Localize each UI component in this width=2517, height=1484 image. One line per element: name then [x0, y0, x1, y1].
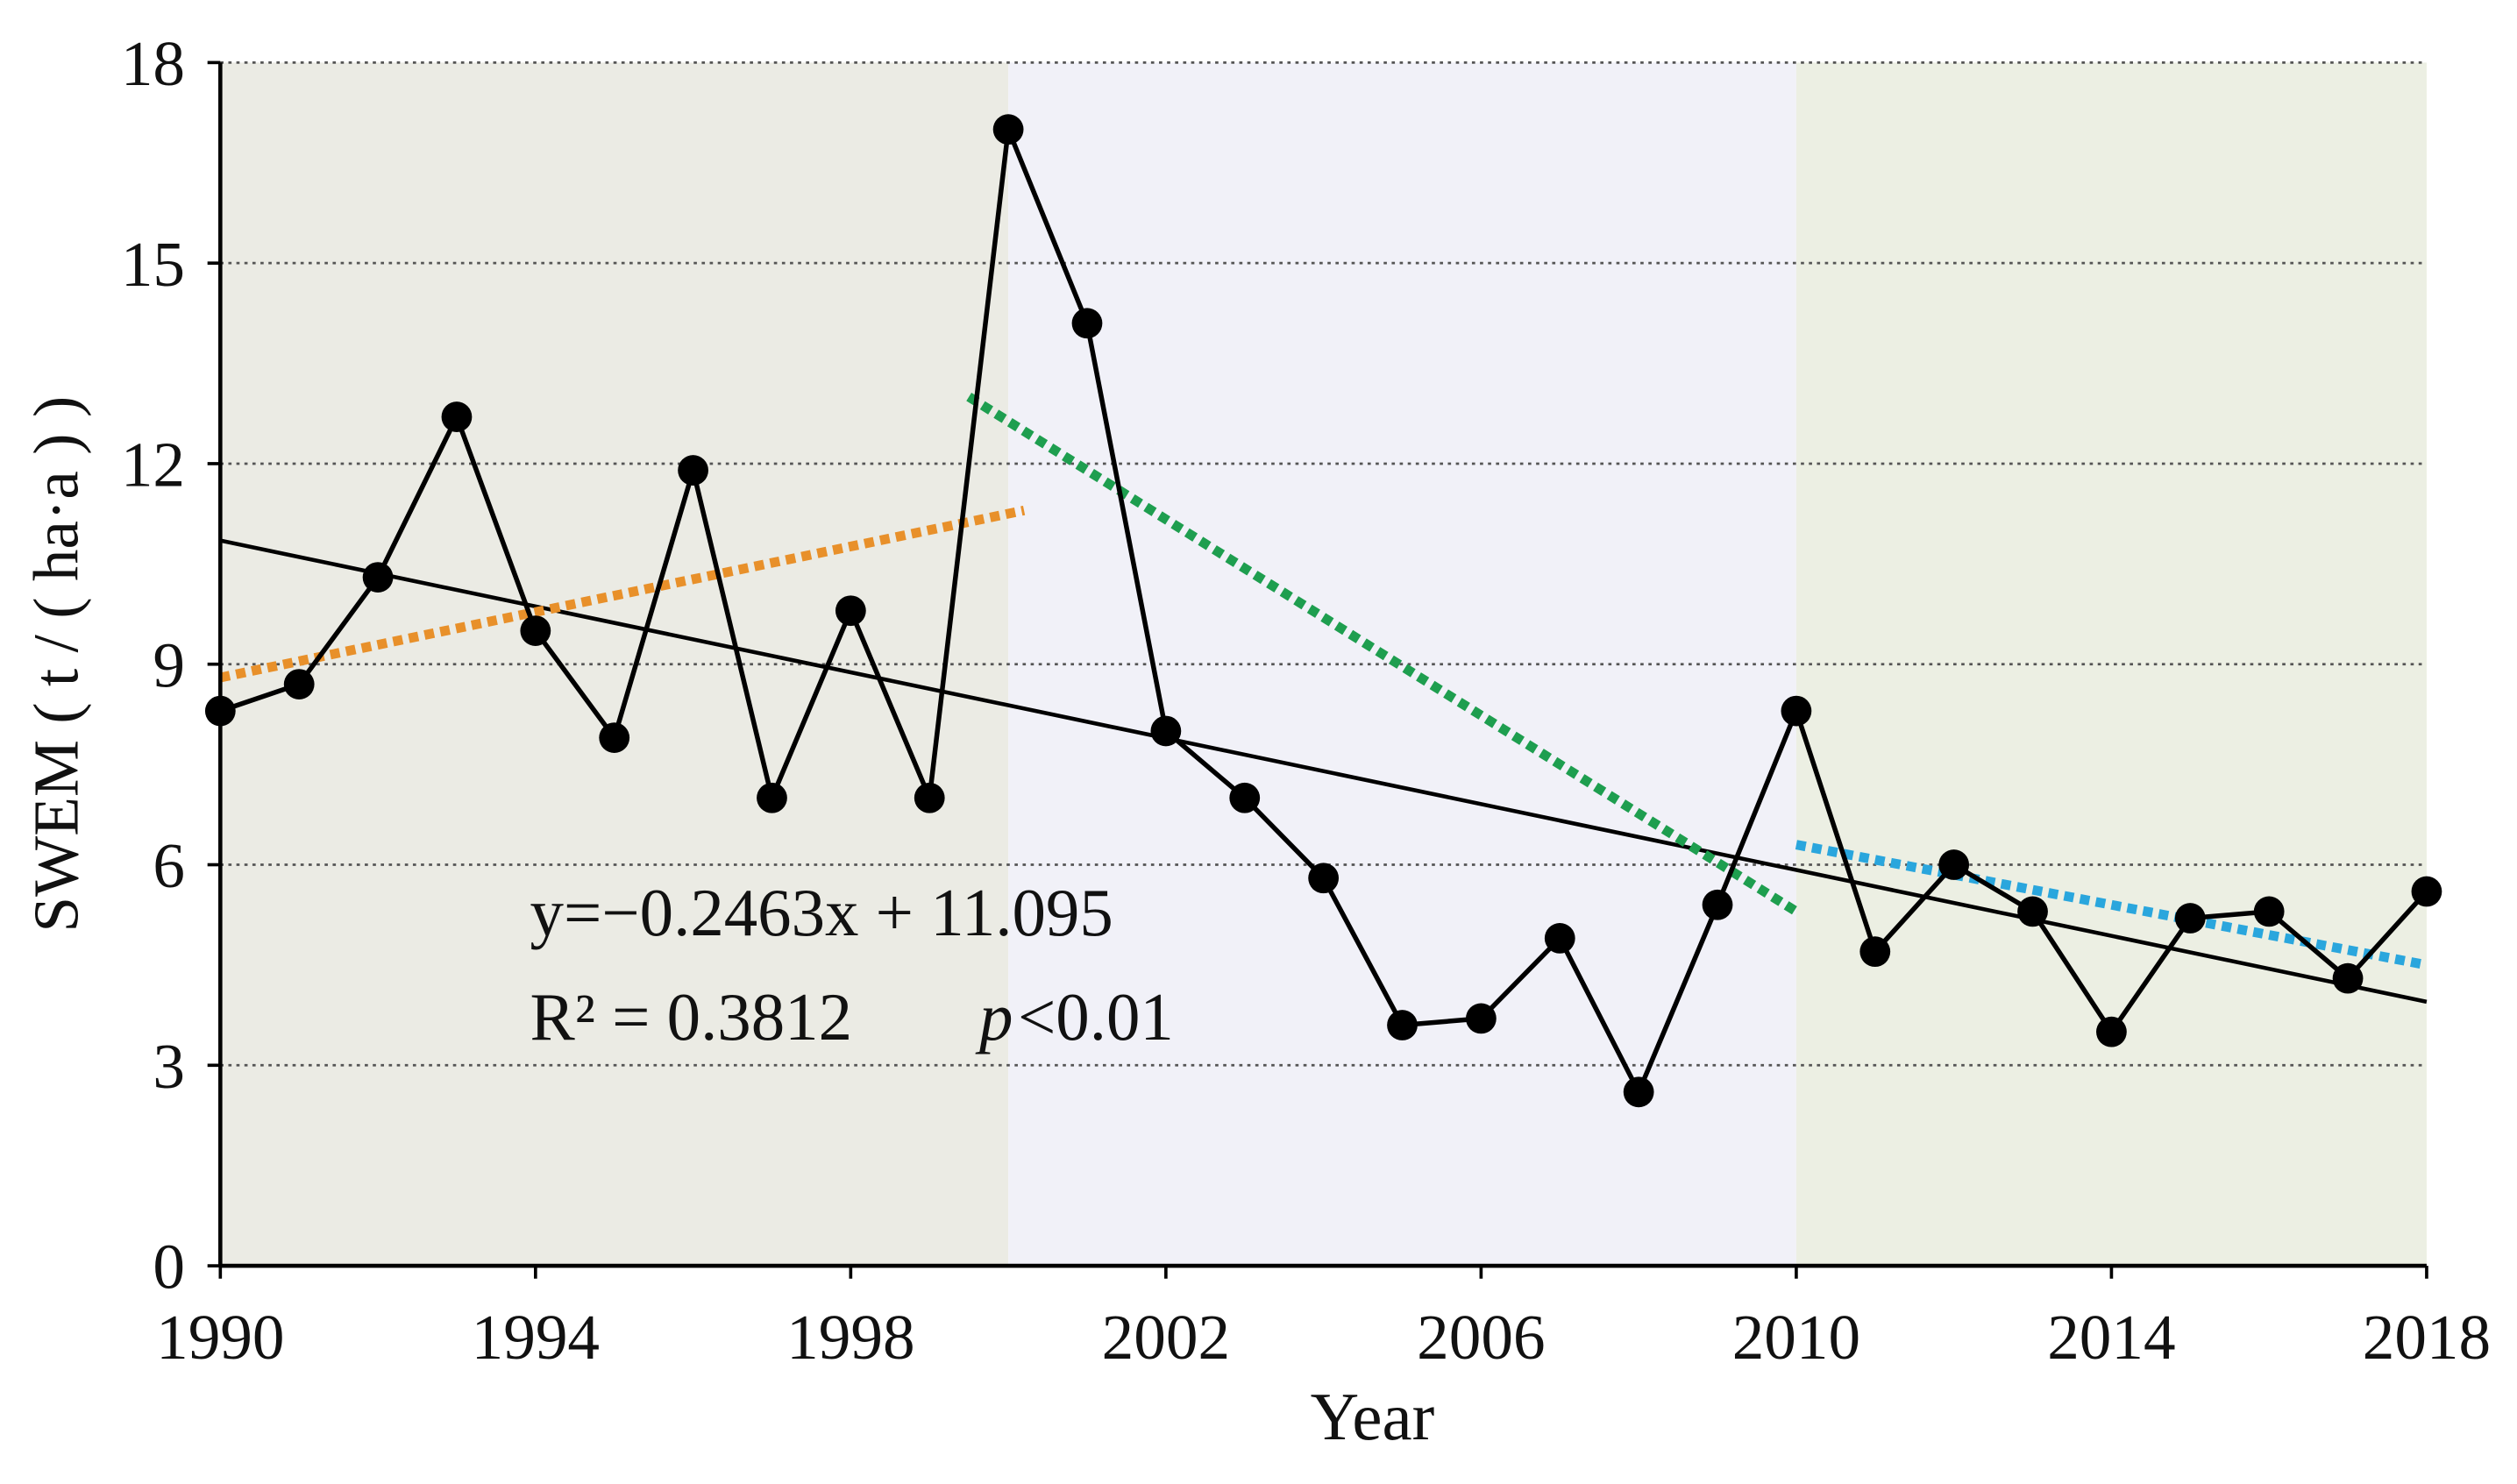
- data-point: [441, 401, 473, 432]
- data-point: [1465, 1003, 1497, 1034]
- data-point: [757, 782, 787, 813]
- data-point: [1071, 308, 1103, 339]
- p-symbol: p: [975, 980, 1013, 1054]
- data-point: [2017, 896, 2048, 927]
- data-point: [283, 669, 315, 699]
- x-tick-label: 2002: [1102, 1302, 1230, 1373]
- axes: 0 3 6 9 12 15 18 1990 1994 1998 2002 2006 2010 2014 20…: [121, 28, 2491, 1373]
- data-point: [835, 595, 866, 627]
- data-point: [2174, 903, 2206, 934]
- equation: y=−0.2463x + 11.095: [530, 876, 1113, 950]
- data-point: [1229, 782, 1261, 813]
- data-point: [1781, 695, 1812, 727]
- data-point: [1150, 715, 1182, 747]
- data-point: [1387, 1010, 1418, 1040]
- p-value: <0.01: [1018, 980, 1174, 1054]
- data-point: [520, 615, 551, 646]
- y-tick-label: 9: [153, 629, 185, 700]
- y-tick-label: 15: [121, 229, 185, 300]
- trend-line: [219, 538, 2428, 1005]
- data-point: [599, 722, 630, 754]
- trend-line: [219, 505, 1026, 683]
- x-tick-label: 1998: [786, 1302, 914, 1373]
- grid: [220, 61, 2427, 1067]
- x-tick-label: 2018: [2363, 1302, 2491, 1373]
- y-tick-label: 12: [121, 430, 185, 501]
- trend-line: [1795, 840, 2428, 970]
- x-tick-label: 2010: [1732, 1302, 1860, 1373]
- y-tick-label: 0: [153, 1232, 185, 1303]
- data-point: [1308, 863, 1340, 894]
- x-tick-label: 1994: [472, 1302, 600, 1373]
- x-tick-label: 2006: [1417, 1302, 1545, 1373]
- data-point: [992, 114, 1024, 146]
- data-point: [678, 455, 708, 486]
- data-point: [362, 562, 394, 593]
- data-point: [2332, 962, 2364, 994]
- x-tick-label: 2014: [2047, 1302, 2175, 1373]
- x-axis-label: Year: [1311, 1380, 1435, 1454]
- data-point: [1938, 849, 1970, 880]
- y-tick-label: 6: [153, 830, 185, 901]
- period-band: [1795, 62, 2427, 1267]
- marks: [204, 114, 2442, 1108]
- data-point: [2253, 896, 2285, 927]
- y-tick-label: 3: [153, 1031, 185, 1102]
- data-point: [1544, 923, 1575, 954]
- data-point: [1859, 936, 1891, 968]
- trend-line: [966, 393, 1799, 916]
- data-point: [1623, 1076, 1654, 1108]
- data-point: [2411, 876, 2442, 907]
- data-point: [1702, 889, 1733, 920]
- x-tick-label: 1990: [156, 1302, 284, 1373]
- r-squared: R² = 0.3812: [530, 980, 852, 1054]
- data-point: [914, 782, 945, 813]
- data-point: [2096, 1016, 2127, 1047]
- y-axis-label: SWEM ( t / ( ha·a ) ): [20, 396, 91, 933]
- y-tick-label: 18: [121, 28, 185, 99]
